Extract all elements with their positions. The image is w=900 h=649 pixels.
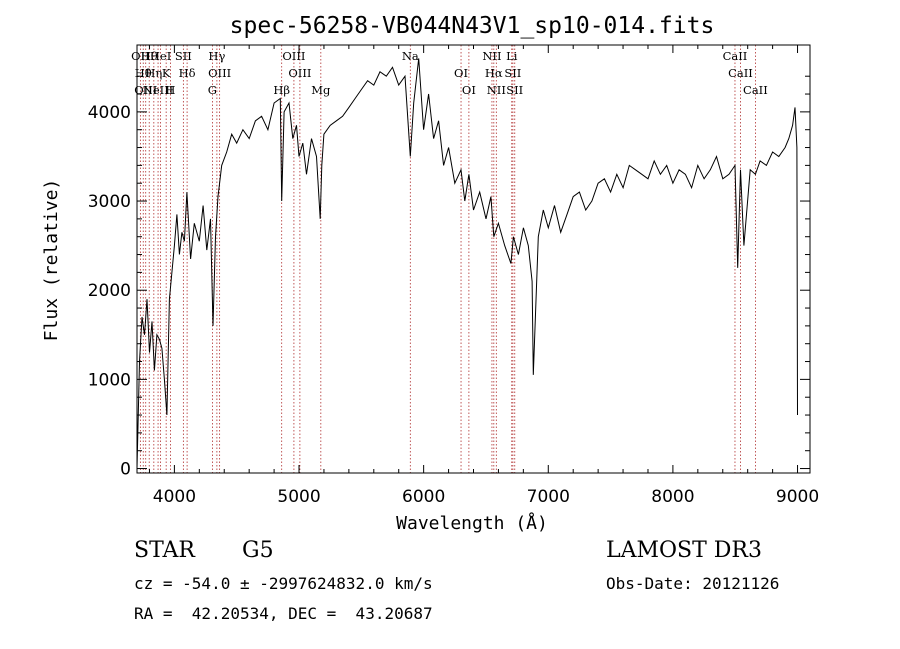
line-marker-label: OIII (282, 49, 305, 63)
survey-name: LAMOST DR3 (606, 538, 762, 563)
y-tick-label: 4000 (88, 103, 131, 123)
line-marker-label: Hη (145, 66, 162, 80)
line-marker-label: Hγ (208, 49, 225, 63)
line-marker-label: SII (175, 49, 192, 63)
line-marker-label: HeI (150, 49, 171, 63)
line-marker-label: CaII (723, 49, 748, 63)
line-marker-label: Mg (311, 83, 331, 97)
y-axis-label: Flux (relative) (41, 179, 62, 342)
x-axis-ticks: 4000 5000 6000 7000 8000 9000 (148, 45, 819, 507)
line-marker-label: SII (506, 83, 523, 97)
line-marker-label: Li (506, 49, 518, 63)
line-marker-label: Hα (485, 66, 503, 80)
line-marker-label: NII (487, 83, 506, 97)
y-tick-label: 3000 (88, 192, 131, 212)
line-marker-label: K (162, 66, 171, 80)
line-marker-label: Hβ (273, 83, 290, 97)
line-marker-label: Na (402, 49, 419, 63)
x-tick-label: 5000 (277, 487, 320, 507)
line-marker-label: OI (462, 83, 476, 97)
line-markers (139, 45, 756, 473)
object-class: STAR (134, 538, 195, 563)
line-marker-label: SII (504, 66, 521, 80)
line-marker-label: Hθ (141, 49, 158, 63)
redshift-readout: cz = -54.0 ± -2997624832.0 km/s (134, 574, 433, 593)
plot-frame (136, 44, 811, 474)
line-marker-label: OIII (208, 66, 231, 80)
object-subclass: G5 (242, 538, 274, 563)
x-tick-label: 6000 (402, 487, 445, 507)
line-marker-label: NII (482, 49, 501, 63)
x-tick-label: 7000 (527, 487, 570, 507)
chart-title: spec-56258-VB044N43V1_sp10-014.fits (230, 13, 715, 39)
line-marker-label: OII (131, 49, 150, 63)
line-marker-label: G (208, 83, 217, 97)
obs-date: Obs-Date: 20121126 (606, 574, 780, 593)
line-marker-label: H (165, 83, 175, 97)
line-marker-label: CaII (743, 83, 768, 97)
line-marker-label: NeIII (143, 83, 174, 97)
y-tick-label: 1000 (88, 370, 131, 390)
y-tick-label: 0 (120, 460, 131, 480)
x-axis-label: Wavelength (Å) (396, 512, 548, 534)
coordinates-readout: RA = 42.20534, DEC = 43.20687 (134, 604, 433, 623)
line-marker-label: OI (454, 66, 468, 80)
line-marker-label: OIII (288, 66, 311, 80)
x-tick-label: 8000 (651, 487, 694, 507)
line-marker-label: OIII (134, 83, 157, 97)
line-marker-label: CaII (728, 66, 753, 80)
y-tick-label: 2000 (88, 281, 131, 301)
y-axis-ticks: 0 1000 2000 3000 4000 (88, 75, 810, 480)
line-marker-label: Hδ (179, 66, 196, 80)
x-tick-label: 4000 (153, 487, 196, 507)
line-marker-labels: OIIHθOIIIHθHηNeIIIHeIKHSIIHδGHγOIIIHβOII… (131, 49, 768, 97)
spectrum-line (136, 58, 798, 469)
x-tick-label: 9000 (776, 487, 819, 507)
